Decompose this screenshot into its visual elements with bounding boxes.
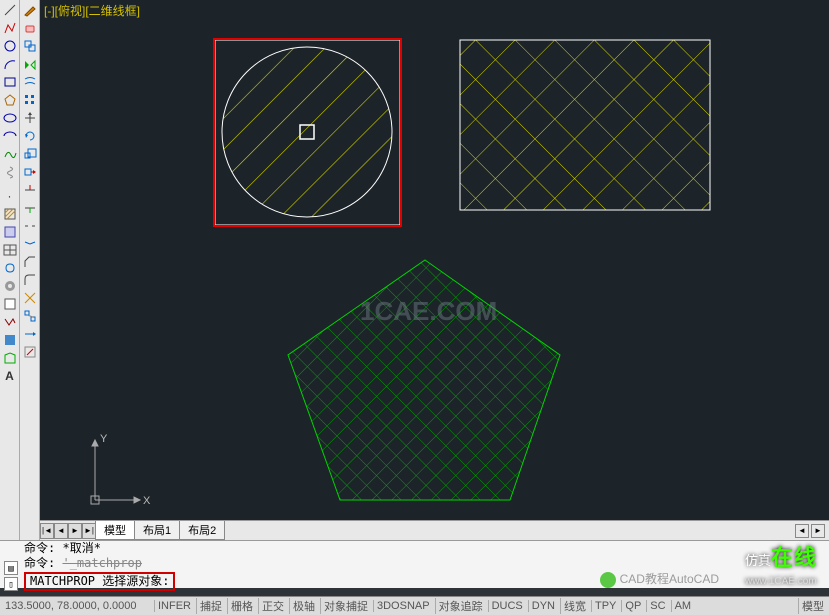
tool-spline-icon[interactable] bbox=[2, 146, 18, 162]
tool-3dpoly-icon[interactable] bbox=[2, 314, 18, 330]
svg-text:Y: Y bbox=[100, 433, 108, 445]
toggle-am[interactable]: AM bbox=[671, 600, 695, 612]
toggle-sc[interactable]: SC bbox=[646, 600, 668, 612]
toggle-ducs[interactable]: DUCS bbox=[488, 600, 526, 612]
tool-polygon-icon[interactable] bbox=[2, 92, 18, 108]
command-history-2: 命令: '_matchprop bbox=[24, 556, 829, 571]
command-input: MATCHPROP 选择源对象: bbox=[24, 572, 175, 591]
toggle-snap[interactable]: 捕捉 bbox=[196, 598, 225, 614]
command-expand-icon[interactable]: ▤ bbox=[4, 561, 18, 575]
tool-trim-icon[interactable] bbox=[22, 182, 38, 198]
selection-highlight bbox=[213, 38, 402, 227]
tool-boundary-icon[interactable] bbox=[2, 350, 18, 366]
tool-point-icon[interactable]: · bbox=[2, 188, 18, 204]
tool-scale-icon[interactable] bbox=[22, 146, 38, 162]
watermark: 仿真在线 www.1CAE.com bbox=[745, 540, 817, 587]
tool-move-icon[interactable] bbox=[22, 110, 38, 126]
status-bar: 133.5000, 78.0000, 0.0000 INFER 捕捉 栅格 正交… bbox=[0, 596, 829, 615]
tool-explode-icon[interactable] bbox=[22, 290, 38, 306]
tool-helix-icon[interactable] bbox=[2, 164, 18, 180]
tool-line-icon[interactable] bbox=[2, 2, 18, 18]
tool-extend-icon[interactable] bbox=[22, 200, 38, 216]
toggle-3dosnap[interactable]: 3DOSNAP bbox=[373, 600, 433, 612]
tool-erase-icon[interactable] bbox=[22, 20, 38, 36]
tool-break-icon[interactable] bbox=[22, 218, 38, 234]
wechat-icon bbox=[600, 572, 616, 588]
draw-toolbar: · A bbox=[0, 0, 20, 545]
drawing-area[interactable]: [-][俯视][二维线框] bbox=[40, 0, 829, 520]
toggle-osnap[interactable]: 对象捕捉 bbox=[320, 598, 371, 614]
toggle-ortho[interactable]: 正交 bbox=[258, 598, 287, 614]
tool-circle-icon[interactable] bbox=[2, 38, 18, 54]
tab-nav-prev-icon[interactable]: ◄ bbox=[54, 523, 68, 539]
tab-nav-next-icon[interactable]: ► bbox=[68, 523, 82, 539]
model-canvas: 1CAE.COM X Y bbox=[40, 0, 829, 520]
scroll-right-button[interactable]: ► bbox=[811, 524, 825, 538]
tool-revcloud-icon[interactable] bbox=[2, 260, 18, 276]
tool-lengthen-icon[interactable] bbox=[22, 326, 38, 342]
tool-arc-icon[interactable] bbox=[2, 56, 18, 72]
tool-offset-icon[interactable] bbox=[22, 74, 38, 90]
tool-mirror-icon[interactable] bbox=[22, 56, 38, 72]
tool-array-icon[interactable] bbox=[22, 92, 38, 108]
toggle-polar[interactable]: 极轴 bbox=[289, 598, 318, 614]
scroll-left-button[interactable]: ◄ bbox=[795, 524, 809, 538]
toggle-dyn[interactable]: DYN bbox=[528, 600, 558, 612]
tool-align-icon[interactable] bbox=[22, 308, 38, 324]
tool-text-icon[interactable]: A bbox=[2, 368, 18, 384]
tool-wipeout-icon[interactable] bbox=[2, 296, 18, 312]
tool-fillet-icon[interactable] bbox=[22, 272, 38, 288]
tab-layout1[interactable]: 布局1 bbox=[134, 521, 180, 540]
modify-toolbar bbox=[20, 0, 40, 545]
toggle-tpy[interactable]: TPY bbox=[591, 600, 619, 612]
tool-gradient-icon[interactable] bbox=[2, 332, 18, 348]
status-space[interactable]: 模型 bbox=[798, 598, 827, 614]
tool-chamfer-icon[interactable] bbox=[22, 254, 38, 270]
tool-stretch-icon[interactable] bbox=[22, 164, 38, 180]
tool-rotate-icon[interactable] bbox=[22, 128, 38, 144]
tool-rect-icon[interactable] bbox=[2, 74, 18, 90]
toggle-infer[interactable]: INFER bbox=[154, 600, 194, 612]
wechat-credit: CAD教程AutoCAD bbox=[600, 570, 719, 588]
tool-region-icon[interactable] bbox=[2, 224, 18, 240]
svg-text:X: X bbox=[143, 495, 151, 507]
status-coords: 133.5000, 78.0000, 0.0000 bbox=[2, 600, 152, 612]
tool-earc-icon[interactable] bbox=[2, 128, 18, 144]
tab-layout2[interactable]: 布局2 bbox=[179, 521, 225, 540]
tab-model[interactable]: 模型 bbox=[95, 521, 135, 540]
tool-hatch-icon[interactable] bbox=[2, 206, 18, 222]
tool-brush-icon[interactable] bbox=[22, 2, 38, 18]
layout-tab-bar: |◄ ◄ ► ►| 模型 布局1 布局2 ◄ ► bbox=[40, 520, 829, 540]
tool-edit-icon[interactable] bbox=[22, 344, 38, 360]
center-watermark: 1CAE.COM bbox=[360, 296, 497, 326]
tab-nav-last-icon[interactable]: ►| bbox=[82, 523, 96, 539]
tool-donut-icon[interactable] bbox=[2, 278, 18, 294]
tool-join-icon[interactable] bbox=[22, 236, 38, 252]
command-history-1: 命令: *取消* bbox=[24, 541, 829, 556]
toggle-grid[interactable]: 栅格 bbox=[227, 598, 256, 614]
command-prompt-icon[interactable]: ▯ bbox=[4, 577, 18, 591]
tool-copy-icon[interactable] bbox=[22, 38, 38, 54]
toggle-otrack[interactable]: 对象追踪 bbox=[435, 598, 486, 614]
tool-divider-icon bbox=[2, 182, 18, 186]
tab-nav-first-icon[interactable]: |◄ bbox=[40, 523, 54, 539]
tool-ellipse-icon[interactable] bbox=[2, 110, 18, 126]
toggle-lwt[interactable]: 线宽 bbox=[560, 598, 589, 614]
toggle-qp[interactable]: QP bbox=[621, 600, 644, 612]
tool-table-icon[interactable] bbox=[2, 242, 18, 258]
tool-pline-icon[interactable] bbox=[2, 20, 18, 36]
